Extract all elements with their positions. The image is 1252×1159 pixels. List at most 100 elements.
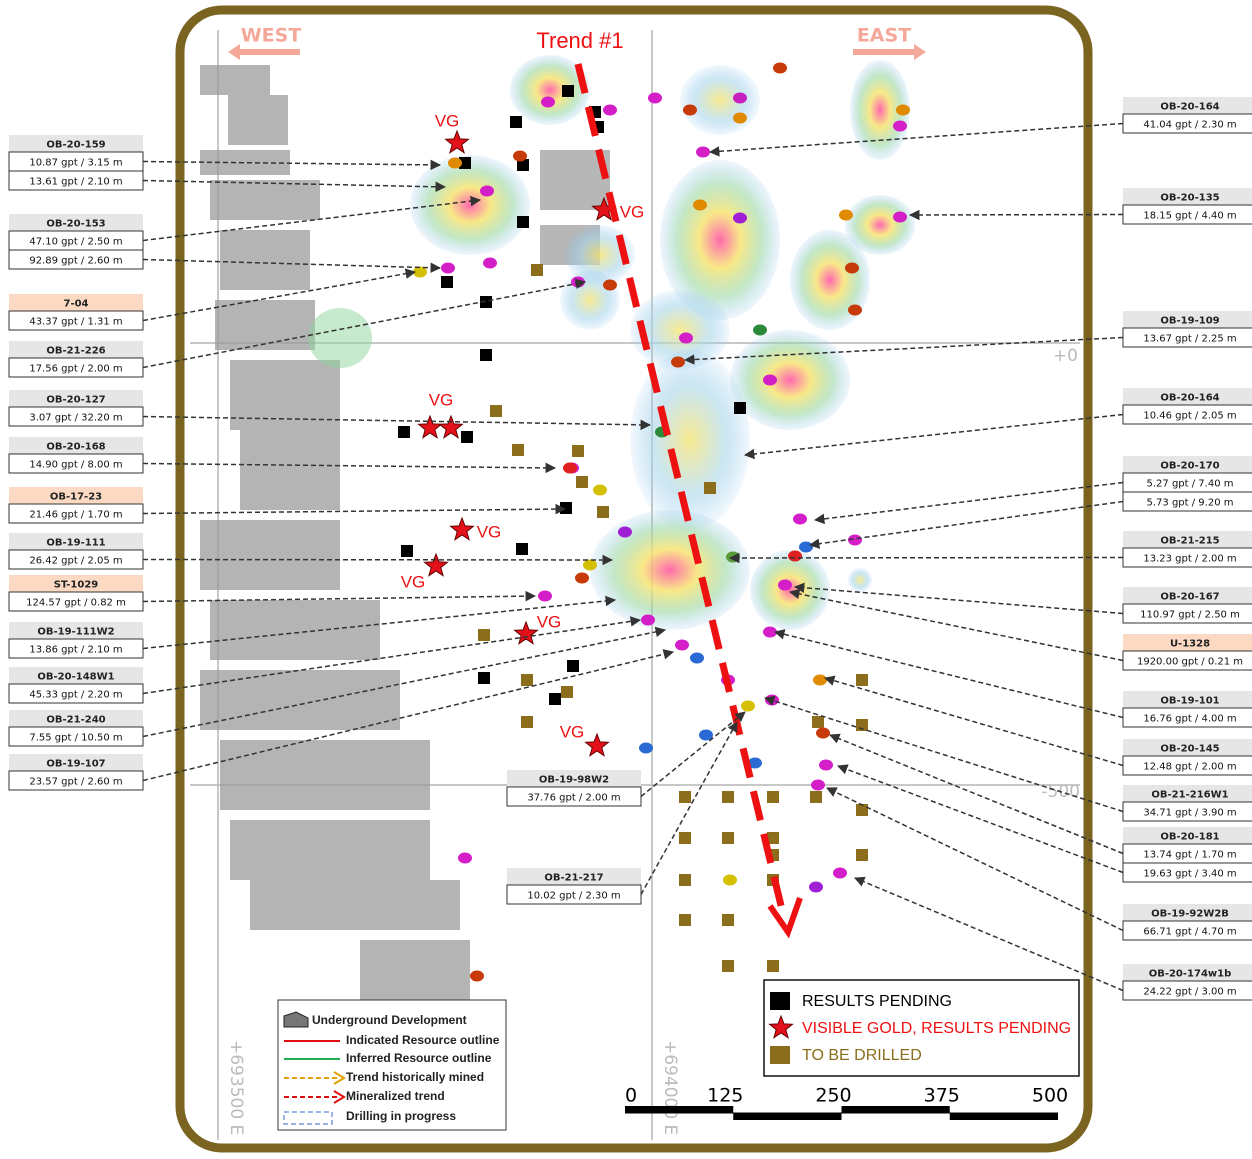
callout-value: 13.74 gpt / 1.70 m [1143, 850, 1236, 861]
callout-value: 17.56 gpt / 2.00 m [29, 364, 122, 375]
callout-header [9, 341, 143, 358]
legend-swatch [333, 1090, 346, 1104]
underground-development [220, 230, 310, 290]
callout-header [9, 622, 143, 639]
callout-leader [683, 336, 1124, 365]
vg-label: VG [429, 390, 454, 409]
callout-header [9, 754, 143, 771]
mineralization [590, 510, 750, 630]
callout-value: 3.07 gpt / 32.20 m [29, 413, 122, 424]
drill-intercept [699, 729, 713, 741]
callout-value: 16.76 gpt / 4.00 m [1143, 714, 1236, 725]
callout-id: OB-21-216W1 [1151, 790, 1228, 801]
callout-header [1123, 785, 1252, 802]
callout-value: 5.73 gpt / 9.20 m [1147, 498, 1234, 509]
underground-development [200, 150, 290, 175]
drill-intercept [448, 157, 462, 169]
callout-value: 5.27 gpt / 7.40 m [1147, 479, 1234, 490]
callout-header [9, 437, 143, 454]
callout-id: OB-20-153 [46, 219, 105, 230]
drill-intercept [733, 212, 747, 224]
callout-leader [808, 500, 1124, 549]
drill-intercept [811, 779, 825, 791]
visible-gold [513, 620, 539, 645]
status-item: VISIBLE GOLD, RESULTS PENDING [802, 1020, 1071, 1037]
results-pending [510, 116, 522, 128]
to-be-drilled [521, 674, 533, 686]
to-be-drilled [856, 674, 868, 686]
trend-arrowhead [767, 897, 803, 939]
callout-value: 12.48 gpt / 2.00 m [1143, 762, 1236, 773]
scale-segment [841, 1106, 950, 1113]
callout-id: U-1328 [1170, 639, 1210, 650]
callout-header [9, 667, 143, 684]
scale-label: 125 [707, 1085, 743, 1107]
callout-header [9, 135, 143, 152]
callout-header [9, 214, 143, 231]
drill-intercept [618, 526, 632, 538]
scale-segment [733, 1113, 842, 1120]
callout-id: OB-20-127 [46, 395, 105, 406]
callout-value: 19.63 gpt / 3.40 m [1143, 869, 1236, 880]
drill-intercept [483, 257, 497, 269]
to-be-drilled [704, 482, 716, 494]
callout-id: OB-19-111W2 [37, 627, 114, 638]
results-pending [398, 426, 410, 438]
drill-intercept [639, 742, 653, 754]
to-be-drilled [767, 791, 779, 803]
vg-label: VG [477, 522, 502, 541]
callout-id: OB-19-111 [46, 538, 105, 549]
to-be-drilled [572, 445, 584, 457]
drill-intercept [741, 700, 755, 712]
callout-leader [142, 195, 482, 242]
drill-intercept [583, 559, 597, 571]
callout-leader [142, 278, 587, 369]
underground-development [210, 180, 320, 220]
callout-leader [142, 415, 652, 431]
legend-item: Inferred Resource outline [346, 1051, 492, 1065]
callout-id: OB-20-164 [1160, 393, 1219, 404]
callout-leader [142, 503, 567, 515]
drill-intercept [733, 92, 747, 104]
to-be-drilled [531, 264, 543, 276]
legend-box [277, 999, 507, 1131]
mineralization [630, 350, 750, 530]
status-legend-box [763, 979, 1080, 1077]
drill-intercept [593, 484, 607, 496]
mineralization [560, 270, 620, 330]
callout-leader [837, 764, 1124, 874]
drill-intercept [538, 590, 552, 602]
callout-value: 37.76 gpt / 2.00 m [527, 793, 620, 804]
callout-value: 92.89 gpt / 2.60 m [29, 256, 122, 267]
callout-leader [142, 649, 675, 782]
callout-value: 18.15 gpt / 4.40 m [1143, 211, 1236, 222]
results-pending [517, 216, 529, 228]
mineralization [730, 330, 850, 430]
drill-intercept [480, 185, 494, 197]
callout-value: 13.61 gpt / 2.10 m [29, 177, 122, 188]
drill-intercept [793, 513, 807, 525]
vg-label: VG [401, 572, 426, 591]
drill-intercept [458, 852, 472, 864]
legend-swatch [770, 1046, 790, 1064]
vg-label: VG [620, 202, 645, 221]
callout-header [1123, 311, 1252, 328]
underground-development [200, 670, 400, 730]
callout-leader [743, 413, 1124, 460]
scale-label: 375 [924, 1085, 960, 1107]
callout-id: OB-20-174w1b [1149, 969, 1232, 980]
to-be-drilled [561, 686, 573, 698]
callout-value: 43.37 gpt / 1.31 m [29, 317, 122, 328]
drill-intercept [816, 727, 830, 739]
drill-intercept [693, 199, 707, 211]
visible-gold [438, 414, 464, 439]
scale-label: 250 [815, 1085, 851, 1107]
callout-header [9, 710, 143, 727]
callout-header [1123, 587, 1252, 604]
to-be-drilled [812, 716, 824, 728]
mineralization [790, 230, 870, 330]
drill-intercept [839, 209, 853, 221]
callout-id: OB-19-109 [1160, 316, 1219, 327]
visible-gold [423, 552, 449, 577]
